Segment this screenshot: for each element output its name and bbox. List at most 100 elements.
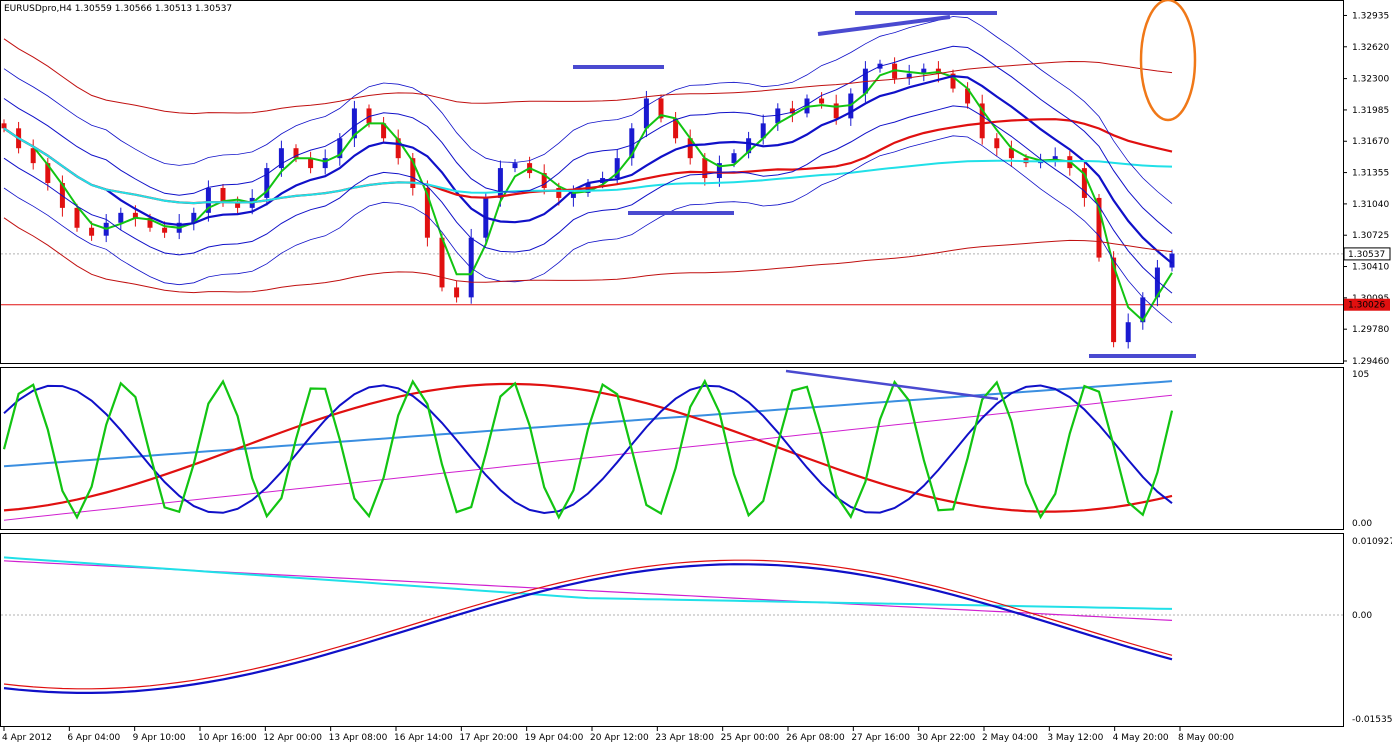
candle-body — [220, 187, 226, 203]
candle-body — [760, 123, 766, 139]
candle-body — [132, 212, 138, 218]
support-price-label: 1.30026 — [1348, 301, 1385, 311]
candle-body — [1111, 257, 1117, 343]
candle-body — [1008, 148, 1014, 159]
candle-body — [337, 138, 343, 159]
candle-body — [979, 103, 985, 139]
ma-cyan-line — [3, 127, 1173, 205]
candle-body — [30, 148, 36, 164]
time-tick-label: 9 Apr 10:00 — [133, 733, 186, 743]
time-tick-label: 2 May 04:00 — [982, 733, 1038, 743]
price-tick-label: 1.31985 — [1352, 106, 1389, 116]
oscillator-tick-label: 0.00 — [1352, 611, 1372, 621]
price-tick-label: 1.30410 — [1352, 263, 1389, 273]
stoch-green-line — [2, 378, 1174, 520]
candle-body — [45, 163, 51, 184]
candle-body — [454, 287, 460, 298]
candle-body — [819, 98, 825, 104]
time-tick-label: 27 Apr 16:00 — [851, 733, 910, 743]
candle-body — [731, 153, 737, 164]
time-tick-label: 17 Apr 20:00 — [459, 733, 518, 743]
stoch-red-line — [3, 382, 1173, 513]
candle-body — [833, 103, 839, 119]
stoch-divergence-line — [785, 369, 999, 401]
support-price-box — [1344, 298, 1390, 311]
candle-body — [643, 98, 649, 129]
candle-body — [556, 187, 562, 198]
osc-cyan-line — [3, 556, 1173, 610]
price-panel-frame — [0, 0, 1344, 364]
band-upper-inner — [3, 45, 1173, 234]
price-tick-label: 1.32300 — [1352, 75, 1389, 85]
candle-body — [702, 158, 708, 179]
candle-body — [264, 168, 270, 198]
candle-body — [118, 212, 124, 223]
oscillator-layer — [1, 556, 1343, 695]
symbol-header: EURUSDpro,H4 1.30559 1.30566 1.30513 1.3… — [4, 4, 232, 14]
osc-blue-line — [3, 563, 1173, 695]
candle-body — [965, 88, 971, 104]
candle-body — [629, 128, 635, 159]
candle-body — [278, 148, 284, 169]
candle-body — [541, 173, 547, 188]
time-tick-label: 26 Apr 08:00 — [786, 733, 845, 743]
candle-body — [950, 73, 956, 89]
time-tick-label: 4 Apr 2012 — [2, 733, 52, 743]
candle-body — [293, 148, 299, 159]
candle-body — [497, 168, 503, 198]
candle-body — [673, 118, 679, 139]
candle-body — [366, 108, 372, 124]
current-price-box — [1343, 247, 1391, 261]
candle-body — [235, 202, 241, 208]
candle-body — [614, 158, 620, 179]
candle-body — [994, 138, 1000, 149]
ma-blue-line — [3, 74, 1173, 265]
stochastic-tick-label: 0.00 — [1352, 519, 1372, 529]
band-lower-inner — [3, 105, 1173, 294]
candle-body — [775, 108, 781, 124]
candle-body — [439, 237, 445, 288]
candle-body — [570, 192, 576, 198]
candle-body — [205, 187, 211, 213]
candle-body — [381, 123, 387, 139]
stochastic-tick-label: 105 — [1352, 370, 1369, 380]
candle-body — [746, 138, 752, 154]
candle-body — [147, 217, 153, 228]
candle-body — [1, 123, 7, 129]
candle-body — [1169, 253, 1175, 268]
envelope-lower — [3, 217, 1173, 294]
candle-body — [906, 73, 912, 79]
time-tick-label: 16 Apr 14:00 — [394, 733, 453, 743]
candle-body — [191, 212, 197, 223]
candle-body — [410, 158, 416, 188]
candle-body — [512, 163, 518, 169]
candle-body — [1154, 267, 1160, 298]
price-tick-label: 1.29780 — [1352, 325, 1389, 335]
time-tick-label: 13 Apr 08:00 — [329, 733, 388, 743]
annotation-line — [817, 15, 951, 36]
oscillator-tick-label: 0.010927 — [1352, 537, 1392, 547]
candle-body — [89, 227, 95, 236]
price-tick-label: 1.31040 — [1352, 200, 1389, 210]
price-tick-label: 1.32620 — [1352, 43, 1389, 53]
price-layer — [1, 0, 1343, 358]
time-tick-label: 4 May 20:00 — [1113, 733, 1169, 743]
candle-body — [1096, 197, 1102, 258]
candle-body — [468, 237, 474, 298]
candle-body — [789, 108, 795, 114]
price-tick-label: 1.31670 — [1352, 137, 1389, 147]
band-lower-outer — [3, 135, 1173, 324]
time-tick-label: 6 Apr 04:00 — [67, 733, 120, 743]
oscillator-tick-label: -0.01535 — [1352, 715, 1392, 725]
time-tick-label: 30 Apr 22:00 — [917, 733, 976, 743]
time-tick-label: 3 May 12:00 — [1047, 733, 1103, 743]
price-tick-label: 1.29460 — [1352, 357, 1389, 367]
candle-body — [424, 187, 430, 238]
candle-body — [322, 158, 328, 169]
price-tick-label: 1.31355 — [1352, 169, 1389, 179]
candle-body — [1081, 168, 1087, 198]
candle-body — [1140, 297, 1146, 323]
candle-body — [687, 138, 693, 159]
candle-body — [1052, 156, 1058, 161]
